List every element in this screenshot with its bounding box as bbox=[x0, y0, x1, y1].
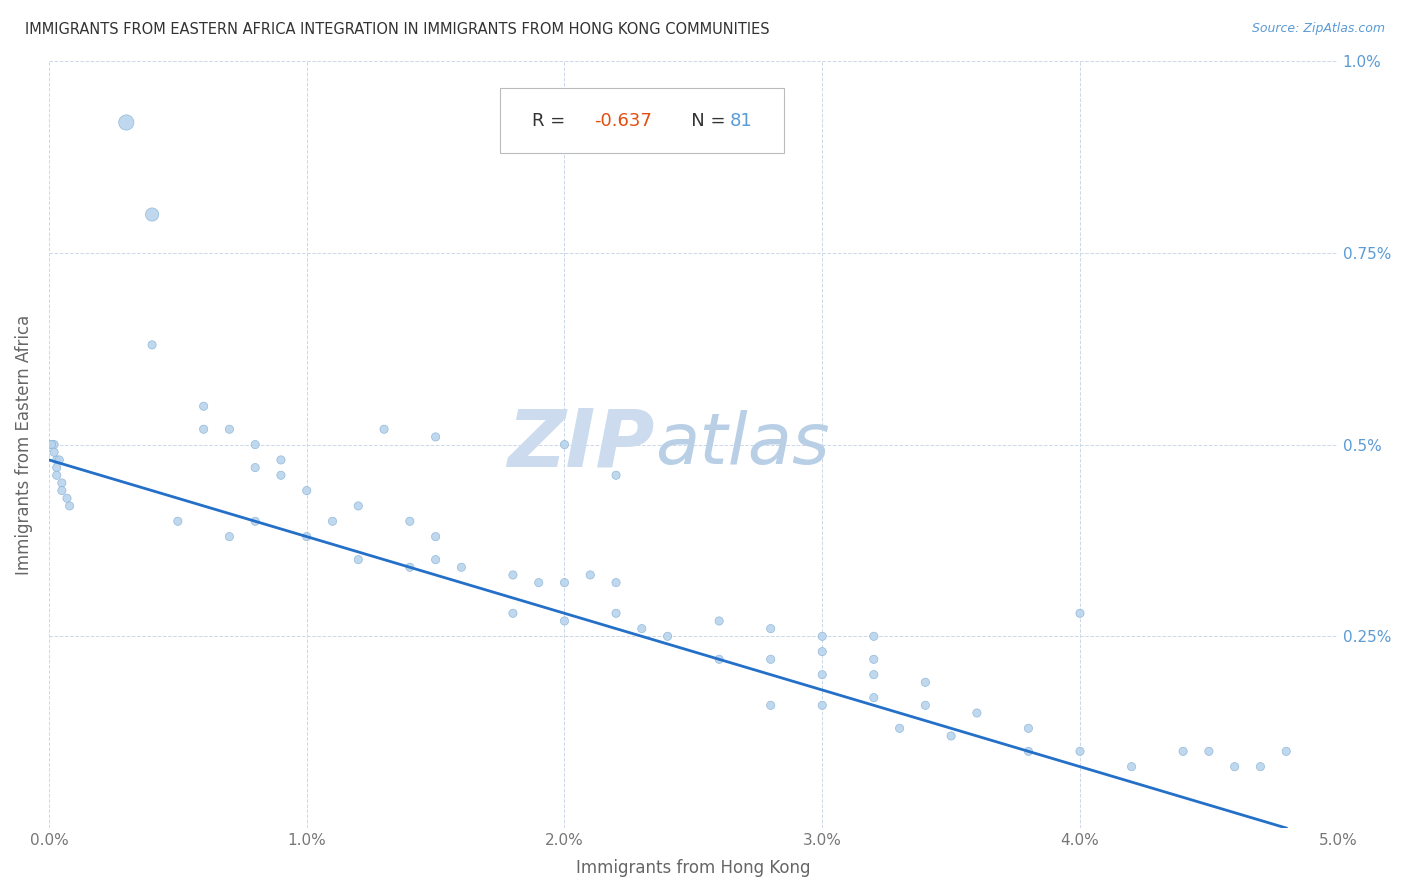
Point bbox=[1069, 744, 1091, 758]
Point bbox=[889, 722, 911, 736]
Point bbox=[939, 729, 962, 743]
Point bbox=[51, 475, 73, 490]
Point bbox=[115, 115, 138, 129]
Point bbox=[347, 499, 370, 513]
Point bbox=[347, 552, 370, 566]
Point bbox=[707, 614, 730, 628]
Point bbox=[527, 575, 550, 590]
Point bbox=[605, 575, 627, 590]
Point bbox=[759, 652, 782, 666]
X-axis label: Immigrants from Hong Kong: Immigrants from Hong Kong bbox=[576, 859, 811, 877]
Y-axis label: Immigrants from Eastern Africa: Immigrants from Eastern Africa bbox=[15, 315, 32, 574]
Point bbox=[811, 629, 834, 643]
Point bbox=[295, 530, 318, 544]
Point bbox=[42, 437, 65, 451]
Point bbox=[193, 399, 215, 413]
Text: IMMIGRANTS FROM EASTERN AFRICA INTEGRATION IN IMMIGRANTS FROM HONG KONG COMMUNIT: IMMIGRANTS FROM EASTERN AFRICA INTEGRATI… bbox=[25, 22, 770, 37]
Point bbox=[811, 667, 834, 681]
Text: 81: 81 bbox=[730, 112, 752, 129]
Point bbox=[707, 652, 730, 666]
Point bbox=[862, 690, 884, 705]
Point bbox=[759, 698, 782, 713]
Text: N =: N = bbox=[673, 112, 731, 129]
Point bbox=[41, 437, 63, 451]
Point bbox=[1017, 744, 1039, 758]
Point bbox=[373, 422, 395, 436]
Point bbox=[1275, 744, 1298, 758]
Text: atlas: atlas bbox=[655, 410, 830, 479]
Point bbox=[243, 514, 266, 528]
Point bbox=[166, 514, 188, 528]
Point bbox=[759, 622, 782, 636]
Point bbox=[295, 483, 318, 498]
Point bbox=[270, 453, 292, 467]
Point bbox=[243, 437, 266, 451]
Point bbox=[425, 552, 447, 566]
Point bbox=[1121, 760, 1143, 774]
Point bbox=[502, 568, 524, 582]
Point bbox=[914, 675, 936, 690]
Point bbox=[553, 437, 575, 451]
Point bbox=[553, 575, 575, 590]
Point bbox=[1171, 744, 1194, 758]
Point bbox=[862, 629, 884, 643]
Point bbox=[914, 698, 936, 713]
Point bbox=[605, 607, 627, 621]
Point bbox=[450, 560, 472, 574]
Point bbox=[1069, 607, 1091, 621]
Text: ZIP: ZIP bbox=[508, 406, 655, 483]
Point bbox=[966, 706, 988, 720]
Point bbox=[862, 667, 884, 681]
Text: Source: ZipAtlas.com: Source: ZipAtlas.com bbox=[1251, 22, 1385, 36]
Point bbox=[425, 430, 447, 444]
Point bbox=[48, 453, 70, 467]
Point bbox=[58, 499, 80, 513]
Point bbox=[553, 614, 575, 628]
Point bbox=[1198, 744, 1220, 758]
Point bbox=[51, 483, 73, 498]
Text: -0.637: -0.637 bbox=[595, 112, 652, 129]
Point bbox=[811, 698, 834, 713]
Point bbox=[862, 652, 884, 666]
Point bbox=[141, 207, 163, 221]
Point bbox=[630, 622, 652, 636]
Point bbox=[605, 468, 627, 483]
Point bbox=[218, 422, 240, 436]
Point bbox=[1223, 760, 1246, 774]
Point bbox=[579, 568, 602, 582]
FancyBboxPatch shape bbox=[501, 88, 783, 153]
Point bbox=[45, 460, 67, 475]
Point bbox=[193, 422, 215, 436]
Point bbox=[45, 453, 67, 467]
Point bbox=[42, 445, 65, 459]
Point bbox=[1249, 760, 1271, 774]
Text: R =: R = bbox=[533, 112, 571, 129]
Point bbox=[270, 468, 292, 483]
Point bbox=[243, 460, 266, 475]
Point bbox=[657, 629, 679, 643]
Point bbox=[502, 607, 524, 621]
Point bbox=[398, 560, 420, 574]
Point bbox=[45, 468, 67, 483]
Point bbox=[141, 338, 163, 352]
Point bbox=[321, 514, 343, 528]
Point bbox=[41, 437, 63, 451]
Point bbox=[218, 530, 240, 544]
Point bbox=[56, 491, 79, 506]
Point bbox=[425, 530, 447, 544]
Point bbox=[811, 645, 834, 659]
Point bbox=[398, 514, 420, 528]
Point bbox=[1017, 722, 1039, 736]
